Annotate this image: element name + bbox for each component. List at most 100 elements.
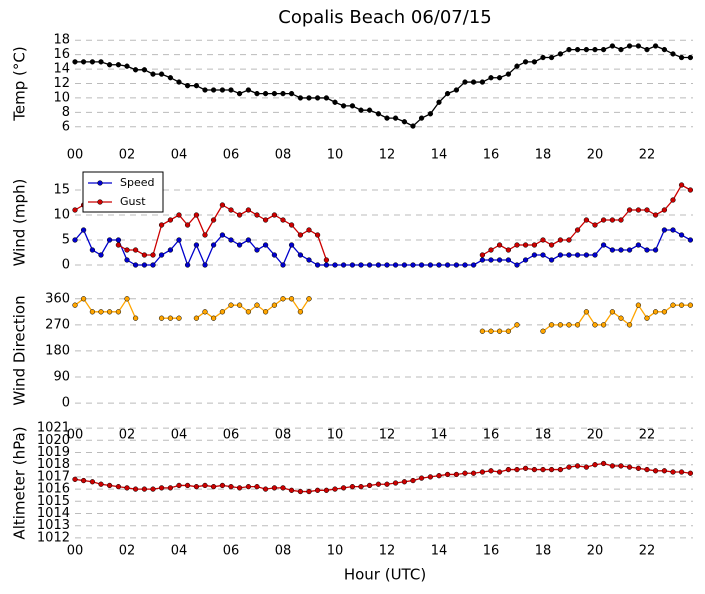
point xyxy=(574,227,581,233)
point xyxy=(245,207,252,213)
point xyxy=(288,487,295,493)
point xyxy=(687,187,694,193)
x-axis-label: Hour (UTC) xyxy=(344,566,426,584)
point xyxy=(574,252,581,258)
point xyxy=(418,115,425,121)
point xyxy=(219,309,226,315)
point xyxy=(514,322,520,328)
point xyxy=(106,309,113,315)
point xyxy=(574,463,581,469)
line xyxy=(196,298,310,320)
point xyxy=(106,62,113,68)
point xyxy=(531,242,538,248)
point xyxy=(332,99,338,105)
x-tick-label: 04 xyxy=(171,148,188,163)
y-tick-label: 1018 xyxy=(37,457,70,472)
point xyxy=(297,95,304,101)
x-tick-label: 18 xyxy=(535,544,552,559)
y-tick-label: 1013 xyxy=(37,518,70,533)
point xyxy=(202,482,208,489)
x-tick-label: 10 xyxy=(327,148,344,163)
point xyxy=(635,43,642,49)
point xyxy=(687,237,694,243)
point xyxy=(219,232,226,238)
point xyxy=(254,212,260,218)
point xyxy=(297,252,304,258)
point xyxy=(150,252,156,258)
point xyxy=(644,247,650,253)
point xyxy=(566,237,572,243)
point xyxy=(496,242,503,248)
point xyxy=(210,315,217,321)
point xyxy=(488,75,494,81)
y-tick-label: 1020 xyxy=(37,433,70,448)
point xyxy=(548,54,555,61)
point xyxy=(436,99,442,105)
point xyxy=(514,63,520,69)
x-tick-label: 20 xyxy=(587,148,604,163)
point xyxy=(193,83,200,89)
point xyxy=(210,217,217,223)
point xyxy=(470,262,477,268)
y-tick-label: 10 xyxy=(53,208,70,223)
point xyxy=(254,302,260,308)
point xyxy=(401,262,408,268)
point xyxy=(193,242,200,248)
line xyxy=(542,303,691,332)
point xyxy=(444,262,451,268)
point xyxy=(548,242,555,248)
point xyxy=(600,460,607,467)
point xyxy=(106,482,113,489)
point xyxy=(670,469,676,475)
point xyxy=(124,247,130,253)
point xyxy=(540,54,546,61)
point xyxy=(306,95,312,101)
point xyxy=(176,79,182,85)
point xyxy=(384,115,390,121)
point xyxy=(150,486,156,492)
point xyxy=(453,262,460,268)
point xyxy=(89,479,96,485)
point xyxy=(184,83,191,89)
point xyxy=(670,302,676,308)
point xyxy=(358,262,364,268)
point xyxy=(644,466,650,473)
y-tick-label: 0 xyxy=(62,258,70,273)
point xyxy=(687,302,694,308)
legend-marker xyxy=(97,180,103,186)
y-axis-label: Wind Direction xyxy=(11,295,29,405)
point xyxy=(566,46,572,53)
point xyxy=(280,262,286,268)
point xyxy=(418,475,425,481)
point xyxy=(236,90,243,97)
point xyxy=(210,484,217,490)
point xyxy=(635,242,642,248)
point xyxy=(436,473,442,479)
x-tick-label: 00 xyxy=(67,148,84,163)
point xyxy=(661,468,668,474)
point xyxy=(583,464,590,470)
point xyxy=(592,322,598,328)
point xyxy=(228,484,234,490)
point xyxy=(600,217,607,223)
point xyxy=(158,222,165,228)
point xyxy=(583,217,590,223)
point xyxy=(505,71,512,77)
point xyxy=(635,302,642,308)
x-tick-label: 12 xyxy=(379,148,396,163)
point xyxy=(332,262,338,268)
point xyxy=(340,262,347,268)
point xyxy=(410,262,416,268)
point xyxy=(600,242,607,248)
point xyxy=(644,207,650,213)
point xyxy=(167,315,174,321)
point xyxy=(80,296,87,302)
point xyxy=(557,466,564,473)
x-tick-label: 18 xyxy=(535,428,552,443)
point xyxy=(566,252,572,258)
point xyxy=(219,482,226,489)
point xyxy=(98,59,104,65)
point xyxy=(652,43,659,49)
point xyxy=(141,67,148,73)
